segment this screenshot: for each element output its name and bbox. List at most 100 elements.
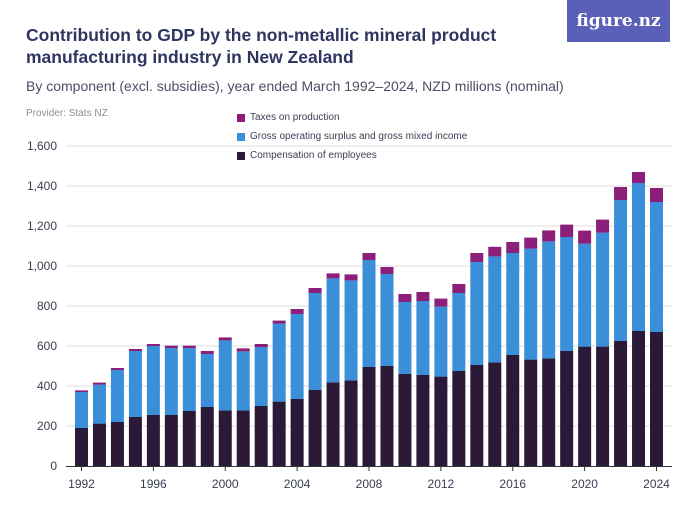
bar-taxes-2000 <box>218 337 232 341</box>
bar-gross-operating-1992 <box>75 392 88 428</box>
bar-taxes-2008 <box>362 253 376 260</box>
figure-nz-logo[interactable]: figure.nz <box>567 0 670 42</box>
bar-compensation-1997 <box>164 415 178 466</box>
bar-taxes-2003 <box>272 320 286 324</box>
bar-taxes-1992 <box>75 390 88 392</box>
bar-taxes-1993 <box>92 382 106 385</box>
legend-label-compensation: Compensation of employees <box>250 150 377 161</box>
bar-compensation-1995 <box>128 417 142 466</box>
bar-compensation-2018 <box>542 358 556 466</box>
bar-taxes-2007 <box>344 274 358 281</box>
bar-compensation-1994 <box>110 422 124 466</box>
legend-item-gross-operating: Gross operating surplus and gross mixed … <box>237 127 467 146</box>
bar-gross-operating-2017 <box>524 248 538 360</box>
x-tick-label: 2004 <box>284 477 311 491</box>
legend-item-taxes: Taxes on production <box>237 108 467 127</box>
bar-compensation-2022 <box>614 341 628 466</box>
bar-gross-operating-2011 <box>416 301 430 375</box>
bar-gross-operating-2007 <box>344 280 358 381</box>
bar-taxes-2011 <box>416 292 430 301</box>
bar-gross-operating-2023 <box>632 183 646 331</box>
bar-gross-operating-2015 <box>488 256 502 363</box>
bar-taxes-1999 <box>200 351 214 354</box>
bar-gross-operating-1996 <box>146 346 160 415</box>
bar-gross-operating-2009 <box>380 274 394 366</box>
bar-compensation-2011 <box>416 375 430 466</box>
x-tick-label: 2012 <box>428 477 455 491</box>
bar-gross-operating-2001 <box>236 351 250 411</box>
provider-label: Provider: Stats NZ <box>26 108 108 119</box>
y-tick-label: 200 <box>37 419 57 433</box>
bar-compensation-2006 <box>326 382 340 466</box>
bar-taxes-1997 <box>164 345 178 348</box>
legend-swatch-taxes <box>237 113 245 122</box>
bar-taxes-2004 <box>290 309 304 314</box>
bar-gross-operating-2012 <box>434 306 448 377</box>
bar-taxes-2005 <box>308 288 322 293</box>
bar-compensation-2012 <box>434 376 448 466</box>
bar-gross-operating-2000 <box>218 340 232 411</box>
bar-compensation-2019 <box>560 351 574 466</box>
y-tick-label: 400 <box>37 379 57 393</box>
x-tick-label: 2020 <box>571 477 598 491</box>
y-tick-label: 1,200 <box>27 219 57 233</box>
bar-gross-operating-1997 <box>164 348 178 415</box>
bar-taxes-2012 <box>434 298 448 307</box>
x-tick-label: 1992 <box>68 477 95 491</box>
bar-gross-operating-2004 <box>290 314 304 399</box>
x-tick-label: 2000 <box>212 477 239 491</box>
bar-gross-operating-2008 <box>362 260 376 367</box>
bar-compensation-1993 <box>92 423 106 466</box>
bar-compensation-2003 <box>272 401 286 466</box>
bar-taxes-2006 <box>326 273 340 279</box>
bar-taxes-1996 <box>146 344 160 346</box>
bar-gross-operating-2021 <box>596 232 610 347</box>
bar-gross-operating-2019 <box>560 237 574 351</box>
bar-compensation-2015 <box>488 362 502 466</box>
x-tick-label: 2008 <box>356 477 383 491</box>
bar-compensation-1999 <box>200 407 214 466</box>
bar-taxes-2024 <box>650 188 663 202</box>
legend-item-compensation: Compensation of employees <box>237 146 467 165</box>
bar-taxes-1994 <box>110 368 124 370</box>
bar-compensation-2024 <box>650 332 663 466</box>
bar-compensation-2008 <box>362 367 376 466</box>
bar-gross-operating-1994 <box>110 370 124 422</box>
bar-gross-operating-2005 <box>308 293 322 390</box>
bar-compensation-2021 <box>596 346 610 466</box>
bar-taxes-1995 <box>128 349 142 351</box>
bar-compensation-2007 <box>344 380 358 466</box>
bar-gross-operating-2018 <box>542 241 556 359</box>
bar-gross-operating-2020 <box>578 243 592 347</box>
bar-gross-operating-1998 <box>182 348 196 411</box>
legend-swatch-gross-operating <box>237 132 245 141</box>
bar-compensation-2023 <box>632 331 646 466</box>
bar-taxes-2010 <box>398 294 412 302</box>
bar-compensation-2013 <box>452 371 466 466</box>
bar-taxes-2017 <box>524 237 538 249</box>
bar-gross-operating-2002 <box>254 347 268 406</box>
legend: Taxes on production Gross operating surp… <box>237 108 467 165</box>
y-tick-label: 800 <box>37 299 57 313</box>
bar-compensation-2002 <box>254 406 268 466</box>
bar-compensation-2004 <box>290 399 304 466</box>
legend-label-gross-operating: Gross operating surplus and gross mixed … <box>250 131 468 142</box>
bar-taxes-2009 <box>380 267 394 274</box>
bar-taxes-2019 <box>560 224 574 237</box>
bar-compensation-2020 <box>578 346 592 466</box>
y-tick-label: 1,400 <box>27 179 57 193</box>
bar-taxes-2014 <box>470 253 484 262</box>
bar-gross-operating-2013 <box>452 293 466 371</box>
bar-compensation-2016 <box>506 355 520 466</box>
bar-gross-operating-1995 <box>128 351 142 417</box>
bar-compensation-2000 <box>218 410 232 466</box>
chart-title: Contribution to GDP by the non-metallic … <box>26 25 497 67</box>
bar-gross-operating-2022 <box>614 200 628 341</box>
bar-taxes-2016 <box>506 242 520 253</box>
bar-taxes-2018 <box>542 230 556 242</box>
legend-label-taxes: Taxes on production <box>250 112 340 123</box>
bar-taxes-2022 <box>614 187 628 200</box>
legend-swatch-compensation <box>237 151 245 160</box>
bar-taxes-2020 <box>578 230 592 244</box>
